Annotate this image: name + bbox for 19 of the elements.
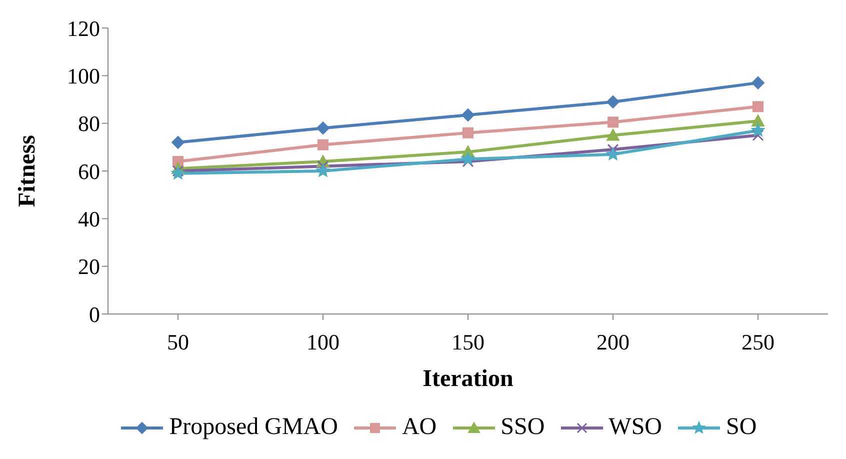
y-tick-label: 120 bbox=[67, 16, 100, 41]
legend-label: SSO bbox=[500, 414, 545, 441]
x-tick-label: 200 bbox=[596, 330, 630, 355]
legend-label: AO bbox=[402, 414, 437, 441]
x-tick-label: 250 bbox=[742, 330, 774, 355]
legend-label: WSO bbox=[608, 414, 662, 441]
y-tick-label: 20 bbox=[78, 254, 100, 280]
legend-label: SO bbox=[726, 414, 757, 441]
y-tick-label: 100 bbox=[67, 63, 100, 88]
y-tick-label: 0 bbox=[89, 302, 100, 327]
y-tick-label: 60 bbox=[78, 158, 100, 184]
y-tick-label: 80 bbox=[78, 111, 100, 136]
x-axis-title: Iteration bbox=[422, 366, 514, 392]
y-axis-title: Fitness bbox=[14, 135, 41, 207]
y-tick-label: 40 bbox=[78, 206, 100, 232]
x-tick-label: 150 bbox=[452, 330, 484, 355]
x-tick-label: 100 bbox=[306, 330, 340, 355]
x-tick-label: 50 bbox=[167, 330, 189, 355]
legend-label: Proposed GMAO bbox=[169, 414, 338, 441]
